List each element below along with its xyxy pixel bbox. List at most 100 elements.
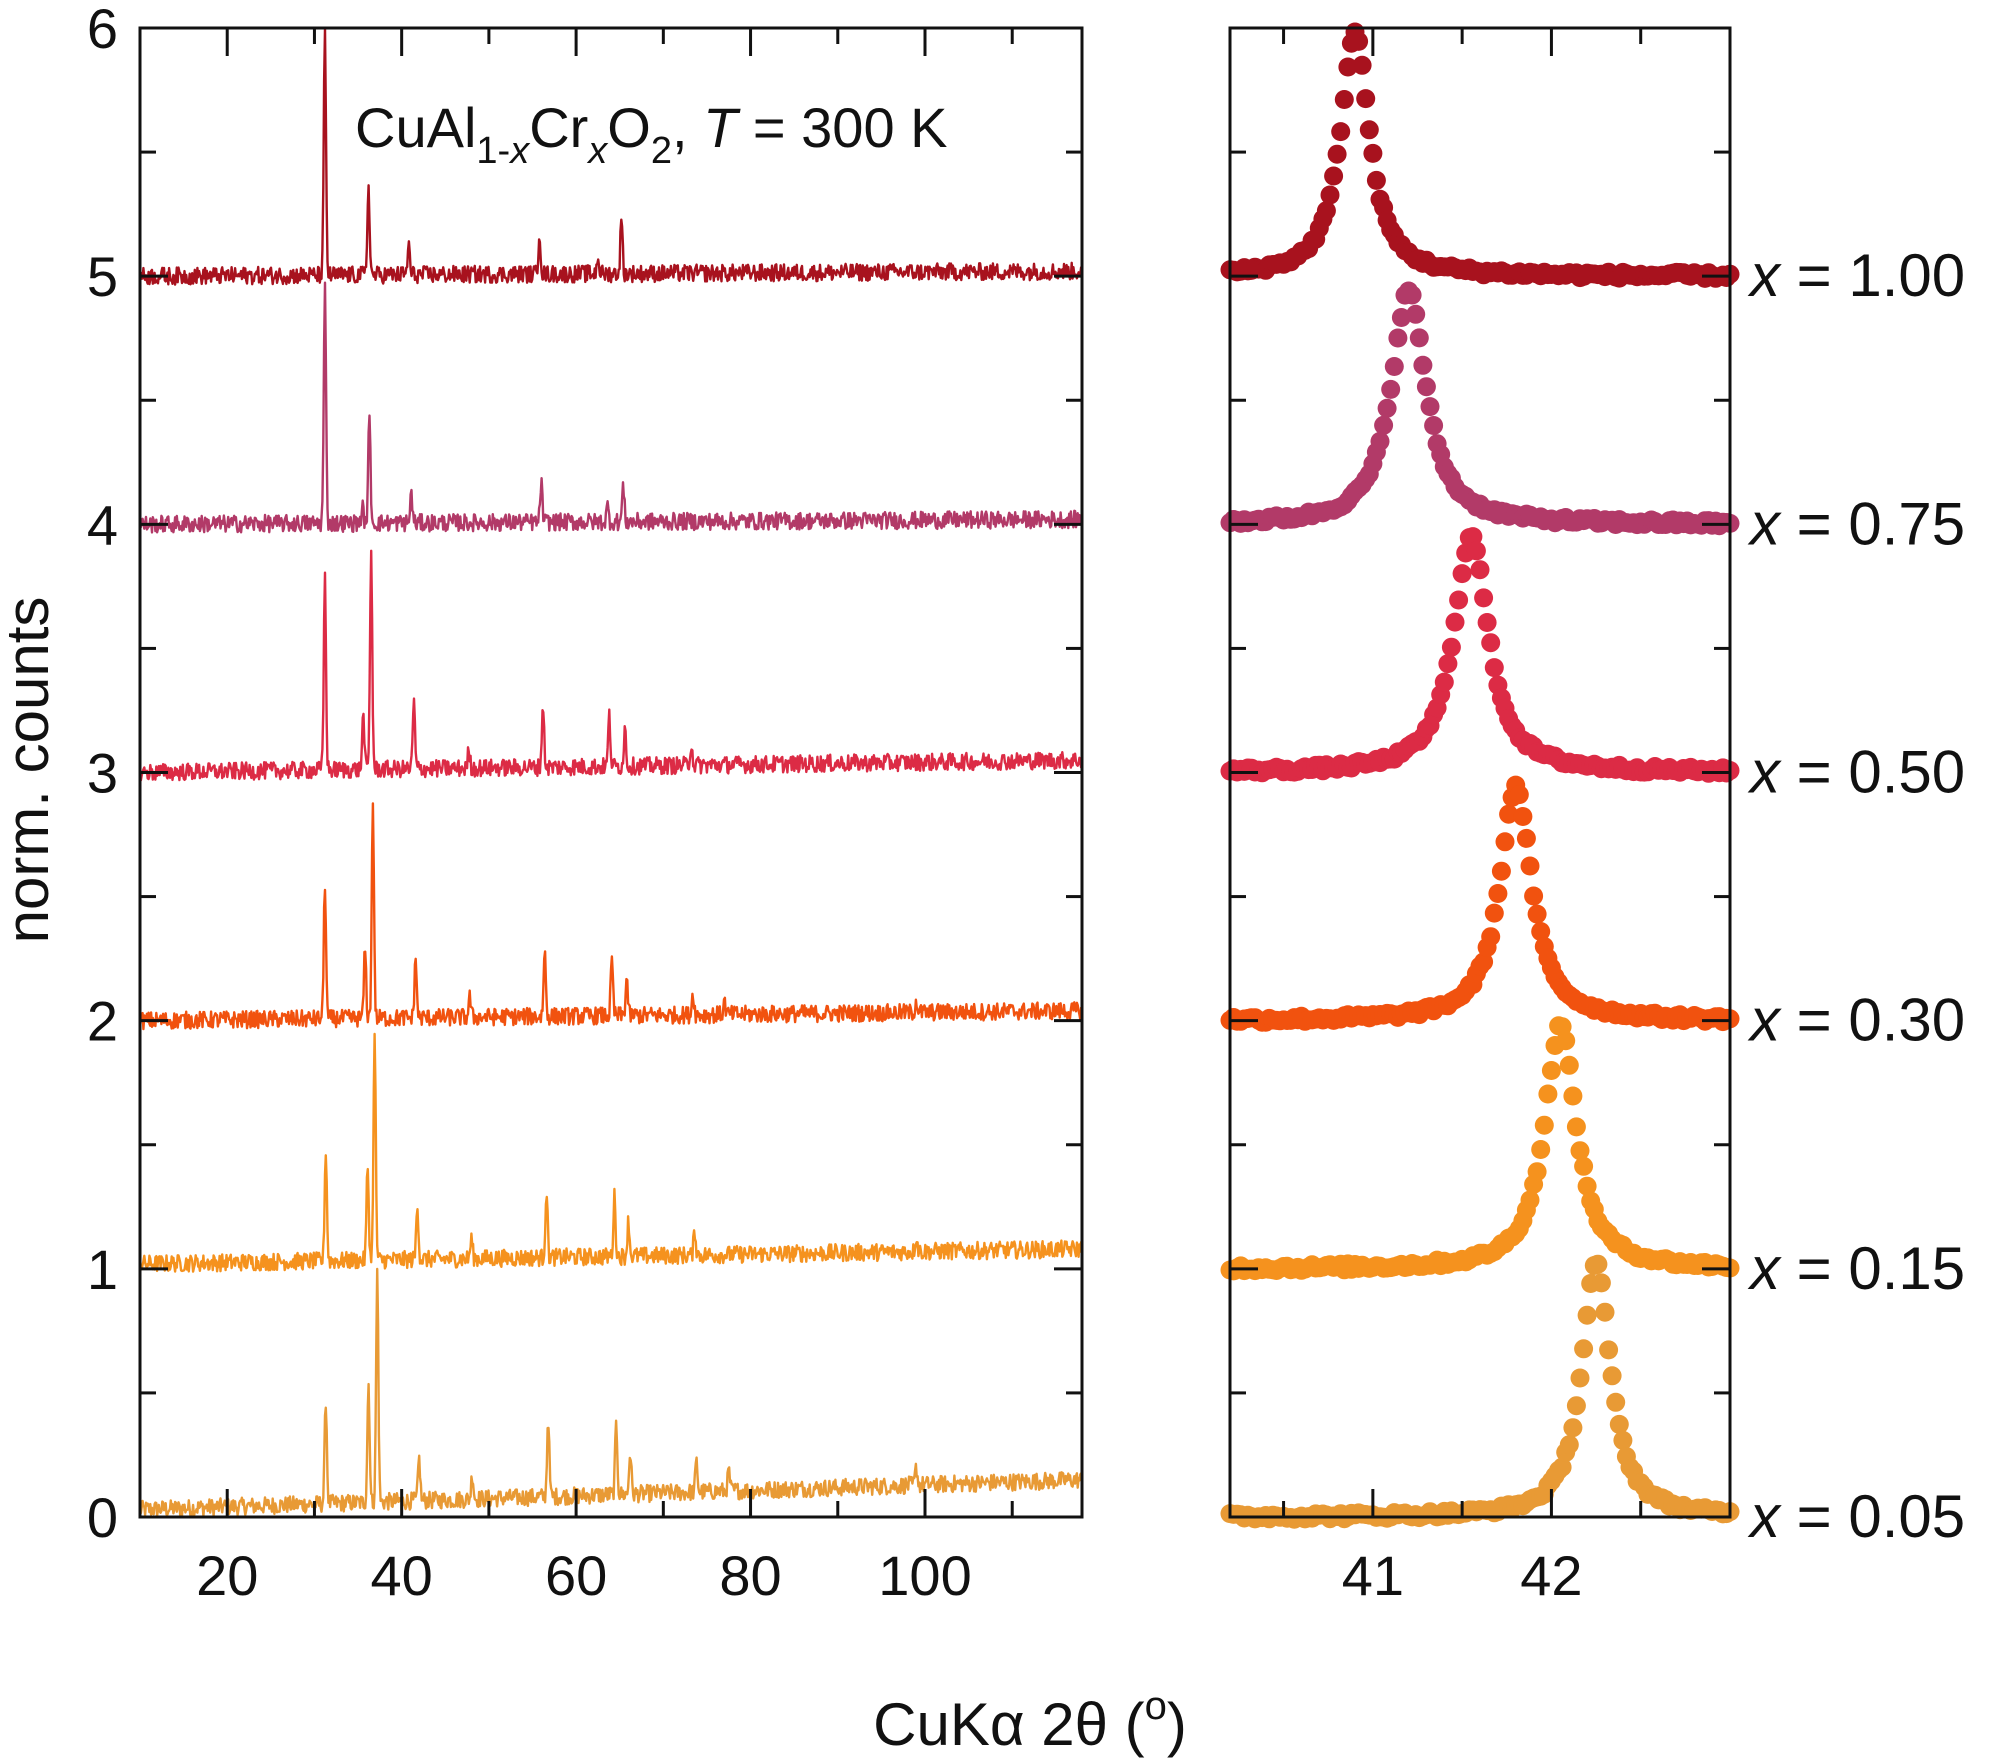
data-point [1388, 328, 1408, 348]
data-point [1470, 560, 1490, 580]
chart-title: CuAl1-xCrxO2, T = 300 K [355, 96, 948, 172]
data-point [1609, 1414, 1629, 1434]
data-point [1606, 1392, 1626, 1412]
data-point [1445, 612, 1465, 632]
ytick-label: 3 [87, 742, 118, 805]
data-point [1384, 357, 1404, 376]
series-label: x = 0.50 [1747, 739, 1965, 806]
data-point [1556, 1031, 1576, 1051]
xtick-label: 41 [1342, 1544, 1404, 1607]
xtick-label: 40 [371, 1544, 433, 1607]
data-point [1531, 922, 1551, 941]
ytick-label: 6 [87, 0, 118, 60]
ytick-label: 4 [87, 493, 118, 556]
series-label: x = 0.75 [1747, 490, 1965, 557]
data-point [1413, 355, 1433, 375]
data-point [1366, 170, 1386, 190]
data-point [1563, 1418, 1583, 1438]
data-point [1363, 143, 1383, 163]
data-point [1534, 1115, 1554, 1135]
data-point [1331, 122, 1351, 142]
xtick-label: 80 [719, 1544, 781, 1607]
xtick-label: 60 [545, 1544, 607, 1607]
data-point [1574, 1339, 1594, 1359]
data-point [1438, 654, 1458, 674]
series-line-0.05 [138, 1267, 1084, 1518]
y-axis-label: norm. counts [0, 597, 61, 944]
data-point [1552, 1457, 1572, 1477]
data-point [1452, 564, 1472, 584]
data-point [1566, 1396, 1586, 1416]
data-point [1316, 201, 1336, 221]
ytick-label: 5 [87, 245, 118, 308]
x-axis-label: CuKα 2θ (o) [873, 1684, 1187, 1758]
data-point [1338, 57, 1358, 77]
data-point [1570, 1368, 1590, 1388]
data-point [1377, 398, 1397, 418]
data-point [1491, 861, 1511, 881]
data-point [1559, 1055, 1579, 1075]
data-point [1499, 804, 1519, 824]
data-point [1591, 1273, 1611, 1293]
data-point [1574, 1156, 1594, 1176]
data-point [1449, 590, 1469, 610]
data-point [1477, 613, 1497, 632]
data-point [1374, 415, 1394, 435]
data-point [1531, 1140, 1551, 1159]
data-point [1495, 832, 1515, 852]
data-point [1559, 1435, 1579, 1455]
data-point [1416, 377, 1436, 397]
data-point [1602, 1366, 1622, 1386]
ytick-label: 0 [87, 1486, 118, 1549]
series-label: x = 1.00 [1747, 242, 1965, 309]
right-panel-zoom: 41 42 [1220, 22, 1740, 1607]
data-point [1463, 527, 1483, 547]
data-point [1563, 1086, 1583, 1106]
data-point [1481, 633, 1501, 653]
data-point [1474, 952, 1494, 972]
xtick-label: 100 [878, 1544, 971, 1607]
data-point [1434, 672, 1454, 692]
series-line-1.00 [138, 27, 1083, 286]
data-point [1356, 89, 1376, 109]
data-point [1520, 856, 1540, 876]
ytick-label: 2 [87, 990, 118, 1053]
data-point [1484, 903, 1504, 923]
left-panel-full-pattern: 0 1 2 3 4 5 6 20 40 60 80 100 [87, 0, 1084, 1607]
xtick-label: 42 [1520, 1544, 1582, 1607]
data-point [1327, 144, 1347, 164]
data-point [1527, 1162, 1547, 1182]
series-line-0.30 [138, 802, 1083, 1031]
data-point [1481, 927, 1501, 947]
data-point [1420, 397, 1440, 417]
series-line-0.75 [138, 281, 1083, 534]
data-point [1613, 1430, 1633, 1450]
data-point [1527, 904, 1547, 924]
data-point [1381, 379, 1401, 399]
data-point [1324, 166, 1344, 186]
ytick-label: 1 [87, 1238, 118, 1301]
data-point [1424, 416, 1444, 435]
series-label: x = 0.30 [1747, 987, 1965, 1054]
data-point [1409, 328, 1429, 348]
data-point [1391, 308, 1411, 327]
data-point [1566, 1117, 1586, 1137]
data-point [1466, 541, 1486, 561]
data-point [1524, 886, 1544, 906]
data-point [1402, 285, 1422, 305]
data-point [1595, 1302, 1615, 1322]
data-point [1349, 31, 1369, 51]
data-point [1370, 431, 1390, 451]
data-point [1352, 55, 1372, 75]
data-point [1570, 1141, 1590, 1161]
data-point [1541, 1061, 1561, 1080]
data-point [1359, 120, 1379, 140]
data-point [1488, 884, 1508, 903]
data-point [1599, 1340, 1619, 1360]
data-point [1538, 1084, 1558, 1104]
data-point [1441, 637, 1461, 657]
data-point [1513, 807, 1533, 826]
data-point [1516, 828, 1536, 848]
data-point [1334, 90, 1354, 109]
